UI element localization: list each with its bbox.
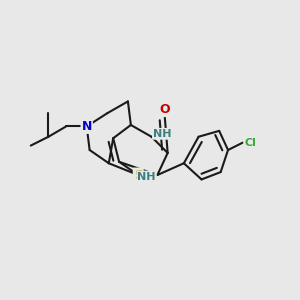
Text: NH: NH (153, 129, 171, 139)
Text: Cl: Cl (244, 138, 256, 148)
Text: O: O (159, 103, 170, 116)
Text: S: S (134, 169, 143, 182)
Text: N: N (82, 120, 92, 133)
Text: NH: NH (137, 172, 156, 182)
